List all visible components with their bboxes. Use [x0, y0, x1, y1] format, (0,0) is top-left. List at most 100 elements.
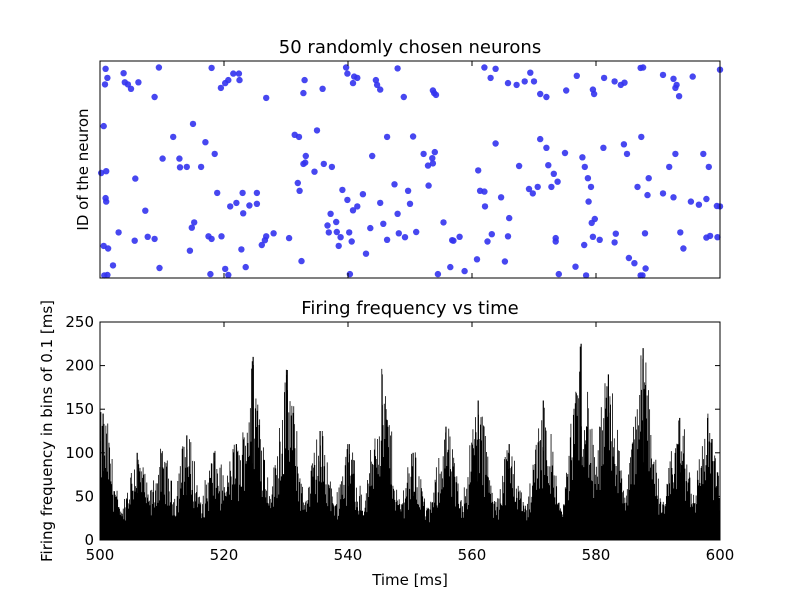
spike-point: [481, 203, 489, 210]
spike-point: [705, 163, 712, 171]
spike-point: [537, 135, 544, 143]
spike-point: [186, 247, 194, 254]
histogram-panel: Firing frequency vs time 500 520 540 560 580…: [38, 298, 734, 589]
histogram-xtick-label: 520: [210, 546, 239, 564]
spike-point: [391, 181, 398, 188]
spike-point: [572, 263, 579, 270]
spike-point: [677, 229, 684, 236]
spike-point: [488, 231, 495, 238]
histogram-xtick-label: 560: [458, 546, 487, 564]
spike-point: [339, 186, 346, 194]
spike-point: [506, 214, 513, 222]
spike-point: [404, 187, 412, 194]
spike-point: [563, 87, 570, 94]
spike-point: [380, 220, 387, 227]
spike-point: [344, 70, 351, 77]
spike-point: [670, 75, 677, 83]
spike-point: [638, 133, 645, 141]
histogram-ylabel: Firing frequency in bins of 0.1 [ms]: [38, 300, 56, 562]
raster-ylabel: ID of the neuron: [74, 108, 92, 230]
spike-point: [189, 120, 197, 128]
spike-point: [631, 260, 638, 267]
spike-point: [325, 229, 332, 236]
spike-point: [109, 262, 117, 269]
spike-point: [573, 72, 580, 80]
histogram-xtick-label: 540: [334, 546, 363, 564]
spike-point: [537, 90, 544, 98]
spike-point: [456, 233, 463, 240]
histogram-ytick-label: 200: [65, 357, 94, 375]
spike-point: [344, 196, 351, 204]
spike-point: [409, 133, 417, 140]
spike-point: [191, 219, 198, 226]
spike-point: [548, 183, 555, 191]
histogram-ytick-label: 150: [65, 400, 94, 418]
spike-point: [689, 73, 696, 80]
spike-point: [354, 203, 361, 210]
spike-point: [324, 222, 331, 229]
spike-point: [623, 150, 631, 158]
spike-point: [666, 163, 673, 171]
spike-point: [504, 233, 512, 240]
spike-point: [258, 241, 265, 249]
spike-point: [644, 191, 651, 199]
spike-point: [383, 236, 391, 243]
histogram-xtick-label: 600: [706, 546, 735, 564]
spike-point: [527, 69, 534, 76]
spike-point: [545, 162, 552, 169]
spike-point: [156, 264, 163, 272]
spike-point: [335, 242, 342, 250]
spike-point: [703, 195, 710, 203]
spike-point: [492, 140, 499, 147]
spike-point: [127, 85, 135, 93]
spike-point: [202, 139, 209, 146]
spike-point: [222, 265, 229, 273]
spike-point: [348, 238, 355, 245]
spike-point: [151, 93, 158, 101]
spike-point: [135, 79, 142, 86]
spike-point: [552, 238, 559, 245]
spike-point: [120, 70, 127, 77]
spike-point: [144, 233, 151, 240]
spike-point: [555, 270, 562, 278]
spike-point: [450, 237, 457, 244]
spike-point: [611, 78, 618, 85]
spike-point: [413, 228, 420, 236]
spike-point: [320, 160, 327, 168]
spike-point: [373, 81, 381, 89]
spike-point: [481, 188, 488, 195]
spike-point: [227, 203, 234, 210]
spike-point: [337, 234, 344, 241]
spike-point: [659, 190, 667, 197]
spike-point: [369, 152, 376, 160]
spike-point: [188, 224, 195, 231]
spike-point: [333, 228, 340, 236]
spike-point: [346, 229, 353, 236]
histogram-bar-series: [99, 346, 721, 540]
spike-point: [587, 183, 595, 191]
spike-point: [225, 76, 232, 84]
spike-point: [285, 234, 293, 242]
spike-point: [585, 198, 592, 205]
spike-point: [104, 74, 111, 82]
spike-point: [298, 257, 305, 265]
spike-point: [611, 239, 618, 246]
spike-point: [197, 163, 205, 171]
spike-point: [377, 199, 384, 207]
spike-point: [521, 78, 528, 85]
spike-point: [261, 237, 269, 244]
histogram-ytick-label: 0: [84, 531, 94, 549]
spike-point: [581, 241, 588, 249]
histogram-xtick-label: 500: [86, 546, 115, 564]
spike-point: [497, 194, 505, 201]
spike-point: [233, 199, 240, 207]
spike-point: [300, 89, 307, 97]
spike-point: [515, 162, 523, 170]
spike-point: [327, 210, 334, 217]
spike-point: [367, 224, 374, 232]
spike-point: [159, 155, 166, 162]
spike-point: [434, 270, 442, 278]
spike-point: [270, 230, 277, 237]
spike-point: [670, 194, 677, 201]
spike-point: [302, 152, 309, 160]
